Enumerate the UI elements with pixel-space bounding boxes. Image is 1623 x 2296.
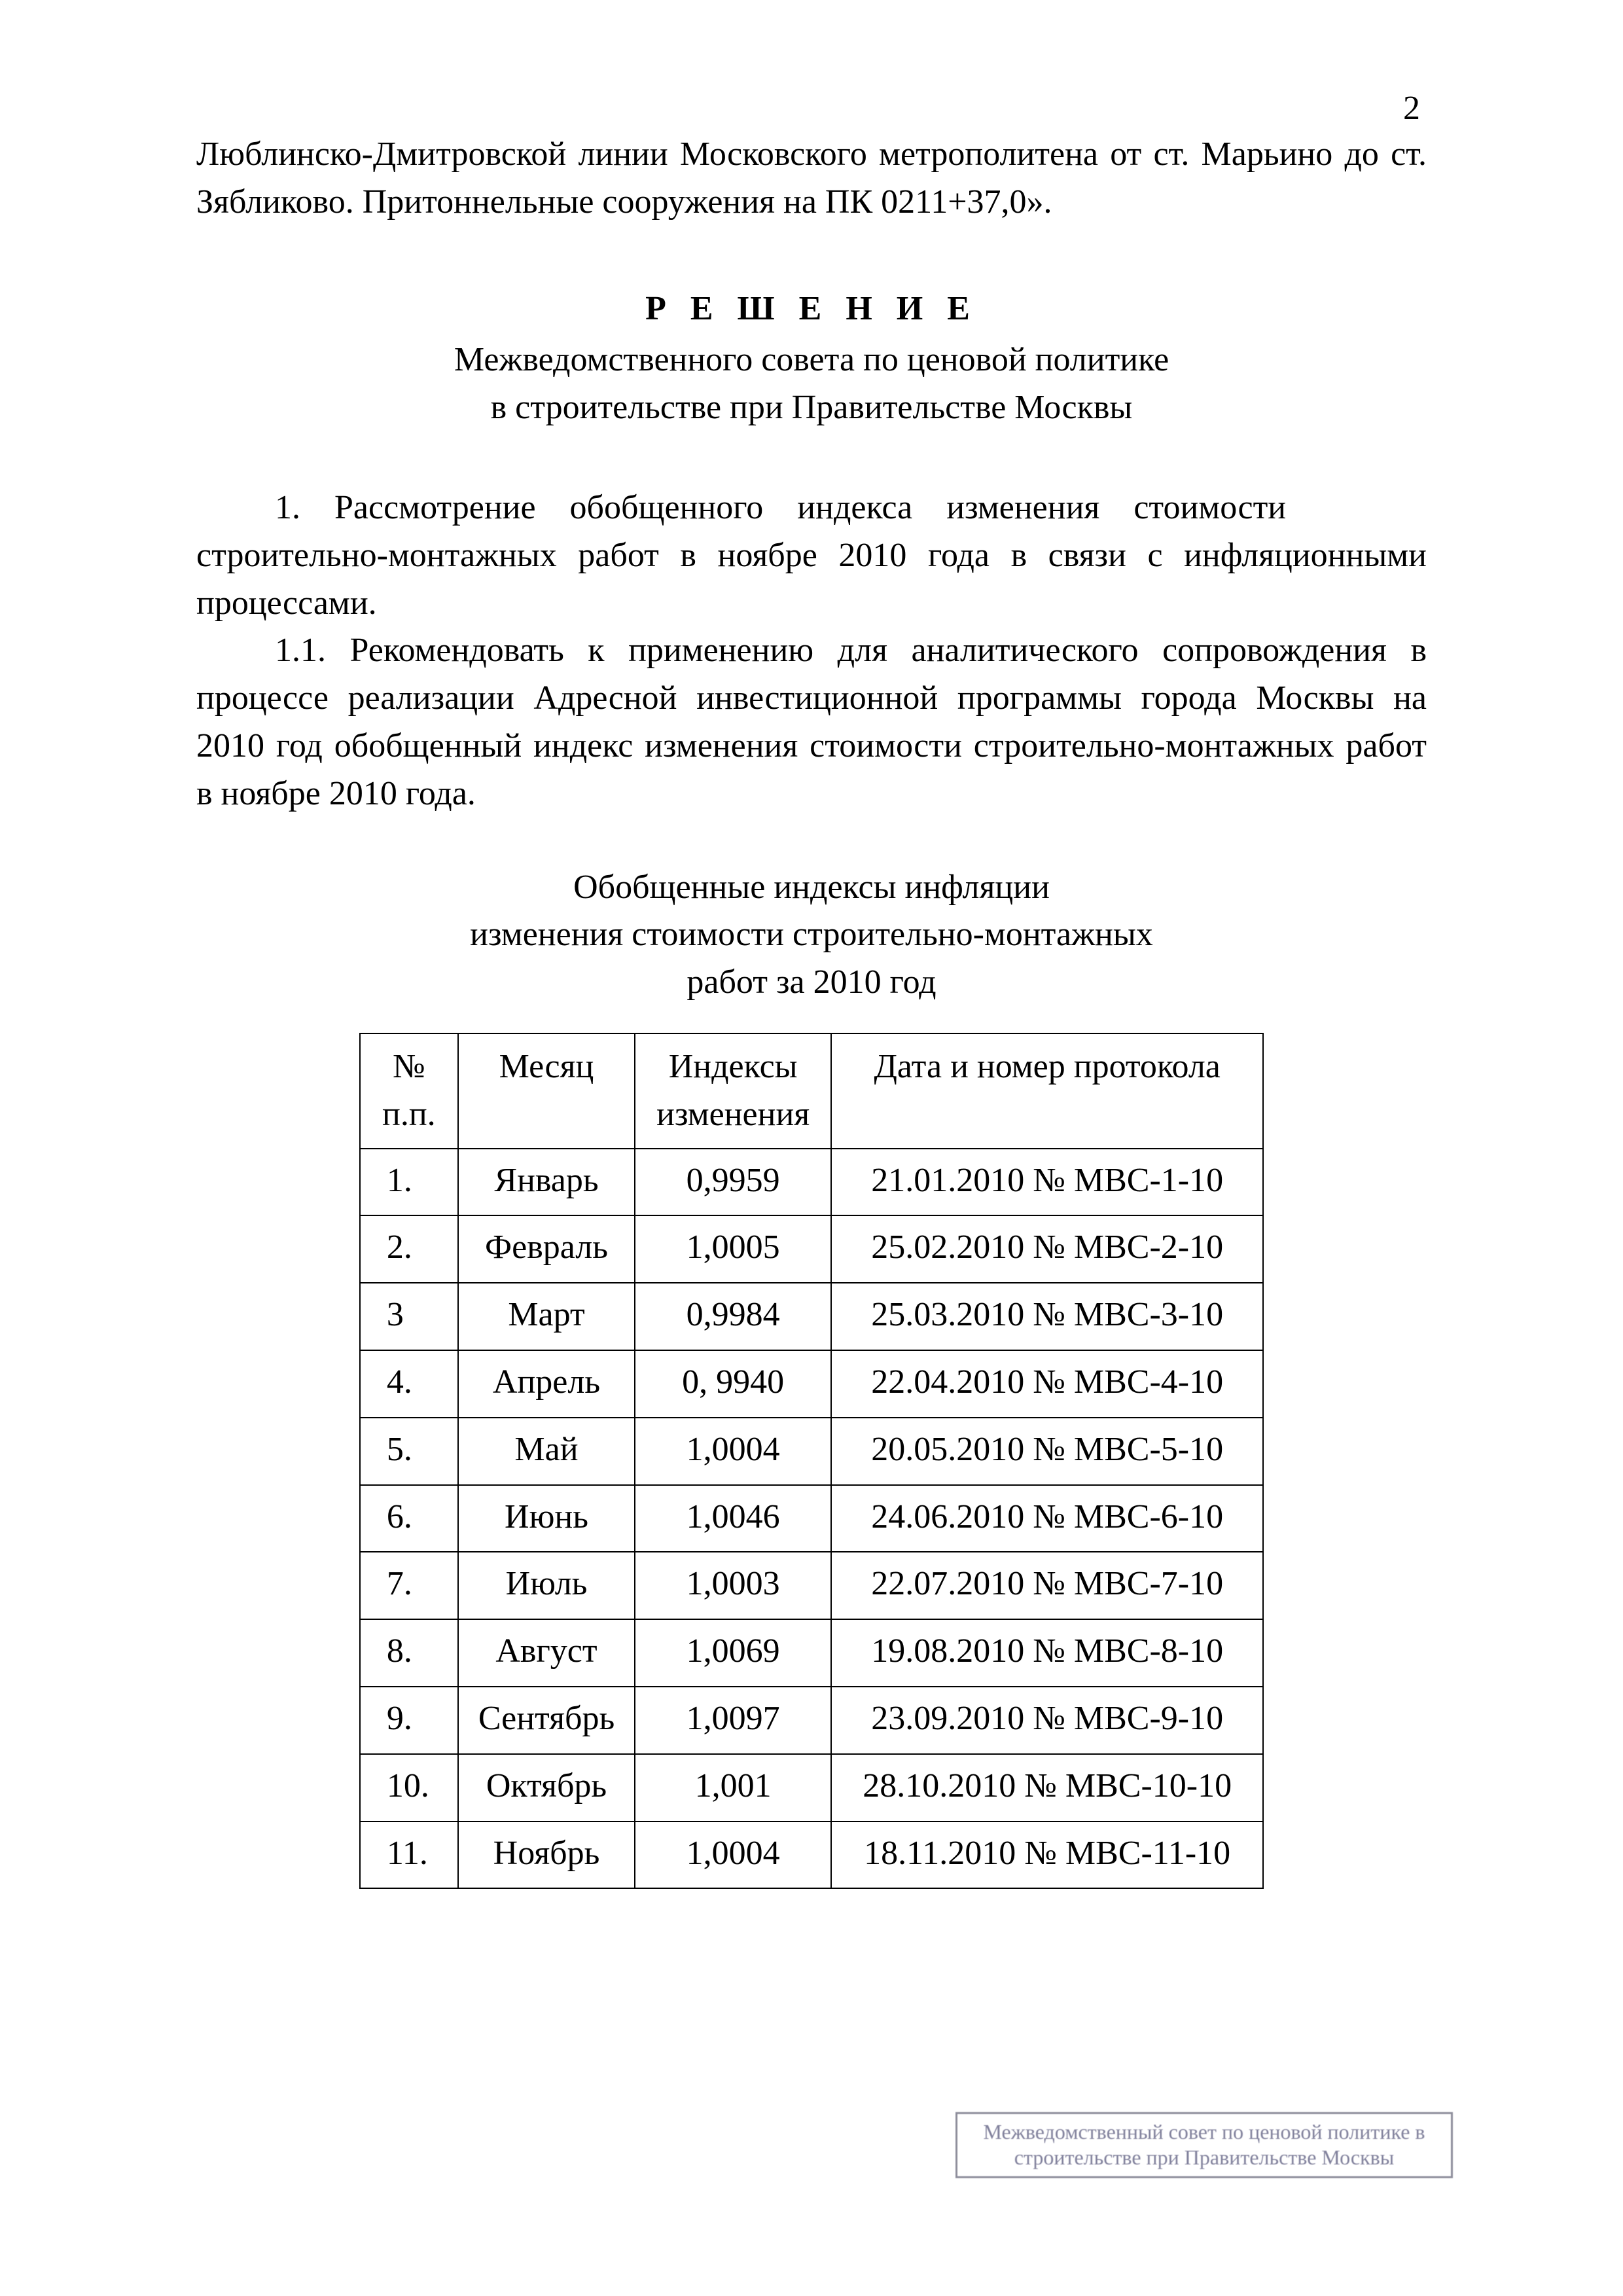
table-cell: Февраль — [458, 1215, 635, 1283]
table-cell: 5. — [360, 1418, 458, 1485]
table-cell: 1,0004 — [635, 1821, 831, 1889]
table-cell: Сентябрь — [458, 1687, 635, 1754]
table-cell: 19.08.2010 № МВС-8-10 — [831, 1619, 1263, 1687]
table-cell: 3 — [360, 1283, 458, 1350]
body-paragraphs: 1. Рассмотрение обобщенного индекса изме… — [196, 484, 1427, 818]
table-cell: 22.04.2010 № МВС-4-10 — [831, 1350, 1263, 1418]
table-row: 7.Июль1,000322.07.2010 № МВС-7-10 — [360, 1552, 1263, 1619]
table-cell: Июнь — [458, 1485, 635, 1552]
stamp-line2: строительстве при Правительстве Москвы — [971, 2145, 1438, 2170]
col-header-num: № п.п. — [360, 1033, 458, 1149]
table-cell: 0,9959 — [635, 1149, 831, 1216]
table-row: 10.Октябрь1,00128.10.2010 № МВС-10-10 — [360, 1754, 1263, 1821]
table-cell: 4. — [360, 1350, 458, 1418]
table-cell: 7. — [360, 1552, 458, 1619]
table-cell: 18.11.2010 № МВС-11-10 — [831, 1821, 1263, 1889]
table-cell: 1,0004 — [635, 1418, 831, 1485]
table-row: 3Март0,998425.03.2010 № МВС-3-10 — [360, 1283, 1263, 1350]
table-header-row: № п.п. Месяц Индексы изменения Дата и но… — [360, 1033, 1263, 1149]
table-cell: Июль — [458, 1552, 635, 1619]
table-cell: 1,0003 — [635, 1552, 831, 1619]
table-title-line3: работ за 2010 год — [196, 959, 1427, 1007]
paragraph-1-line2: строительно-монтажных работ в ноябре 201… — [196, 532, 1427, 628]
table-cell: 25.03.2010 № МВС-3-10 — [831, 1283, 1263, 1350]
table-row: 11.Ноябрь1,000418.11.2010 № МВС-11-10 — [360, 1821, 1263, 1889]
table-row: 9.Сентябрь1,009723.09.2010 № МВС-9-10 — [360, 1687, 1263, 1754]
table-cell: 1. — [360, 1149, 458, 1216]
table-cell: Январь — [458, 1149, 635, 1216]
stamp-line1: Межведомственный совет по ценовой полити… — [971, 2119, 1438, 2144]
table-cell: 10. — [360, 1754, 458, 1821]
footer-stamp: Межведомственный совет по ценовой полити… — [955, 2112, 1453, 2178]
table-cell: Ноябрь — [458, 1821, 635, 1889]
table-row: 8.Август1,006919.08.2010 № МВС-8-10 — [360, 1619, 1263, 1687]
table-cell: 6. — [360, 1485, 458, 1552]
table-cell: 23.09.2010 № МВС-9-10 — [831, 1687, 1263, 1754]
table-cell: 0, 9940 — [635, 1350, 831, 1418]
table-row: 6.Июнь1,004624.06.2010 № МВС-6-10 — [360, 1485, 1263, 1552]
decision-heading-sub2: в строительстве при Правительстве Москвы — [196, 384, 1427, 432]
table-cell: 24.06.2010 № МВС-6-10 — [831, 1485, 1263, 1552]
table-row: 5.Май1,000420.05.2010 № МВС-5-10 — [360, 1418, 1263, 1485]
table-cell: 1,001 — [635, 1754, 831, 1821]
col-header-proto: Дата и номер протокола — [831, 1033, 1263, 1149]
table-cell: 1,0046 — [635, 1485, 831, 1552]
table-cell: Август — [458, 1619, 635, 1687]
table-title-block: Обобщенные индексы инфляции изменения ст… — [196, 864, 1427, 1007]
table-cell: 28.10.2010 № МВС-10-10 — [831, 1754, 1263, 1821]
paragraph-1-1: 1.1. Рекомендовать к применению для анал… — [196, 627, 1427, 817]
decision-heading-main: Р Е Ш Е Н И Е — [196, 285, 1427, 333]
paragraph-1-line1: 1. Рассмотрение обобщенного индекса изме… — [196, 484, 1427, 532]
table-cell: 11. — [360, 1821, 458, 1889]
table-title-line2: изменения стоимости строительно-монтажны… — [196, 911, 1427, 959]
table-cell: 22.07.2010 № МВС-7-10 — [831, 1552, 1263, 1619]
table-cell: 20.05.2010 № МВС-5-10 — [831, 1418, 1263, 1485]
table-cell: Май — [458, 1418, 635, 1485]
col-header-month: Месяц — [458, 1033, 635, 1149]
table-cell: 8. — [360, 1619, 458, 1687]
table-cell: 2. — [360, 1215, 458, 1283]
intro-paragraph: Люблинско-Дмитровской линии Московского … — [196, 131, 1427, 226]
table-row: 2.Февраль1,000525.02.2010 № МВС-2-10 — [360, 1215, 1263, 1283]
decision-heading-block: Р Е Ш Е Н И Е Межведомственного совета п… — [196, 285, 1427, 432]
inflation-index-table: № п.п. Месяц Индексы изменения Дата и но… — [359, 1033, 1264, 1889]
table-cell: Март — [458, 1283, 635, 1350]
table-cell: 1,0005 — [635, 1215, 831, 1283]
table-cell: Апрель — [458, 1350, 635, 1418]
table-title-line1: Обобщенные индексы инфляции — [196, 864, 1427, 912]
table-cell: 0,9984 — [635, 1283, 831, 1350]
table-cell: 25.02.2010 № МВС-2-10 — [831, 1215, 1263, 1283]
table-row: 1.Январь0,995921.01.2010 № МВС-1-10 — [360, 1149, 1263, 1216]
page-number: 2 — [1403, 85, 1420, 133]
table-cell: 21.01.2010 № МВС-1-10 — [831, 1149, 1263, 1216]
decision-heading-sub1: Межведомственного совета по ценовой поли… — [196, 336, 1427, 384]
table-cell: 1,0097 — [635, 1687, 831, 1754]
table-cell: 1,0069 — [635, 1619, 831, 1687]
table-row: 4.Апрель0, 994022.04.2010 № МВС-4-10 — [360, 1350, 1263, 1418]
col-header-index: Индексы изменения — [635, 1033, 831, 1149]
table-cell: Октябрь — [458, 1754, 635, 1821]
table-cell: 9. — [360, 1687, 458, 1754]
